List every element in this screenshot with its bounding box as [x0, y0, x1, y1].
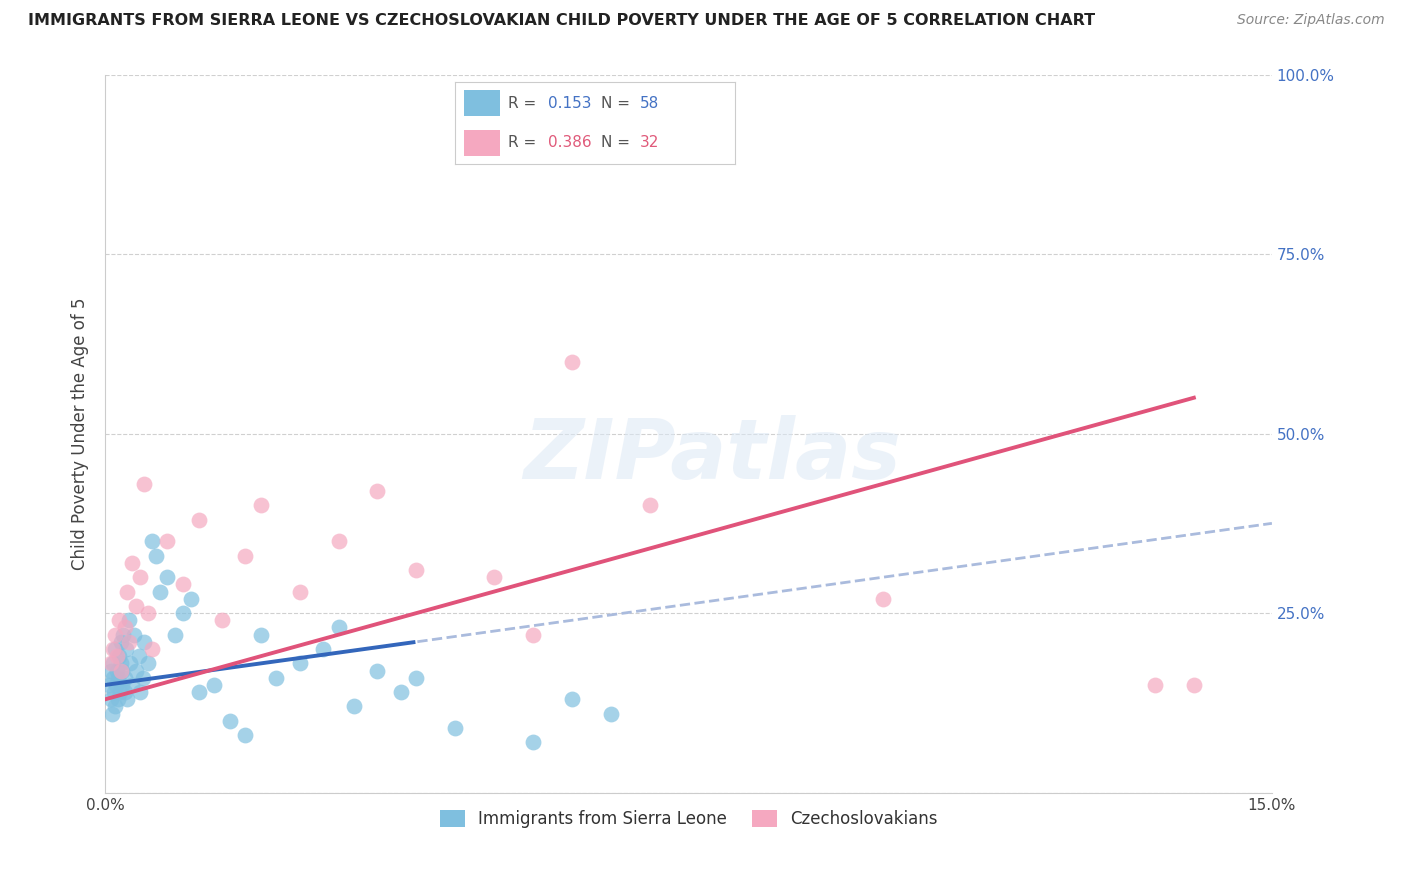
Point	[103, 628, 125, 642]
Point	[108, 649, 131, 664]
Point	[187, 685, 209, 699]
Point	[111, 664, 134, 678]
Point	[114, 685, 136, 699]
Point	[288, 657, 311, 671]
Point	[100, 657, 122, 671]
Point	[599, 706, 621, 721]
Point	[561, 692, 583, 706]
Point	[132, 476, 155, 491]
Point	[444, 721, 467, 735]
Point	[389, 685, 412, 699]
Legend: Immigrants from Sierra Leone, Czechoslovakians: Immigrants from Sierra Leone, Czechoslov…	[433, 803, 945, 835]
Point	[366, 483, 388, 498]
Point	[131, 671, 153, 685]
Point	[233, 549, 256, 563]
Point	[172, 606, 194, 620]
Point	[120, 657, 142, 671]
Text: ZIPatlas: ZIPatlas	[523, 415, 901, 496]
Point	[522, 735, 544, 749]
Point	[328, 534, 350, 549]
Point	[156, 570, 179, 584]
Point	[100, 692, 122, 706]
Point	[165, 628, 187, 642]
Point	[117, 613, 139, 627]
Point	[405, 671, 427, 685]
Point	[104, 699, 127, 714]
Text: IMMIGRANTS FROM SIERRA LEONE VS CZECHOSLOVAKIAN CHILD POVERTY UNDER THE AGE OF 5: IMMIGRANTS FROM SIERRA LEONE VS CZECHOSL…	[28, 13, 1095, 29]
Point	[125, 599, 148, 613]
Point	[522, 628, 544, 642]
Point	[114, 620, 136, 634]
Point	[107, 692, 129, 706]
Point	[312, 642, 335, 657]
Point	[561, 355, 583, 369]
Point	[172, 577, 194, 591]
Point	[249, 628, 271, 642]
Point	[1182, 678, 1205, 692]
Point	[482, 570, 505, 584]
Point	[141, 534, 163, 549]
Point	[638, 499, 661, 513]
Point	[108, 685, 131, 699]
Point	[108, 613, 131, 627]
Point	[101, 671, 124, 685]
Point	[266, 671, 288, 685]
Point	[110, 664, 132, 678]
Point	[117, 635, 139, 649]
Point	[202, 678, 225, 692]
Point	[187, 513, 209, 527]
Point	[211, 613, 233, 627]
Point	[288, 584, 311, 599]
Point	[141, 642, 163, 657]
Point	[101, 657, 124, 671]
Point	[115, 642, 138, 657]
Point	[125, 664, 148, 678]
Point	[105, 664, 128, 678]
Y-axis label: Child Poverty Under the Age of 5: Child Poverty Under the Age of 5	[72, 297, 89, 570]
Point	[114, 671, 136, 685]
Point	[103, 685, 125, 699]
Point	[105, 678, 128, 692]
Point	[872, 591, 894, 606]
Point	[233, 728, 256, 742]
Point	[98, 678, 121, 692]
Point	[129, 570, 152, 584]
Point	[115, 584, 138, 599]
Point	[129, 685, 152, 699]
Point	[121, 556, 143, 570]
Point	[105, 649, 128, 664]
Text: Source: ZipAtlas.com: Source: ZipAtlas.com	[1237, 13, 1385, 28]
Point	[366, 664, 388, 678]
Point	[249, 499, 271, 513]
Point	[128, 649, 150, 664]
Point	[103, 642, 125, 657]
Point	[136, 657, 159, 671]
Point	[110, 657, 132, 671]
Point	[110, 635, 132, 649]
Point	[107, 671, 129, 685]
Point	[112, 628, 135, 642]
Point	[1144, 678, 1167, 692]
Point	[145, 549, 167, 563]
Point	[343, 699, 366, 714]
Point	[136, 606, 159, 620]
Point	[132, 635, 155, 649]
Point	[156, 534, 179, 549]
Point	[405, 563, 427, 577]
Point	[122, 628, 145, 642]
Point	[149, 584, 172, 599]
Point	[328, 620, 350, 634]
Point	[101, 706, 124, 721]
Point	[100, 664, 122, 678]
Point	[121, 678, 143, 692]
Point	[115, 692, 138, 706]
Point	[101, 642, 124, 657]
Point	[110, 678, 132, 692]
Point	[180, 591, 202, 606]
Point	[218, 714, 240, 728]
